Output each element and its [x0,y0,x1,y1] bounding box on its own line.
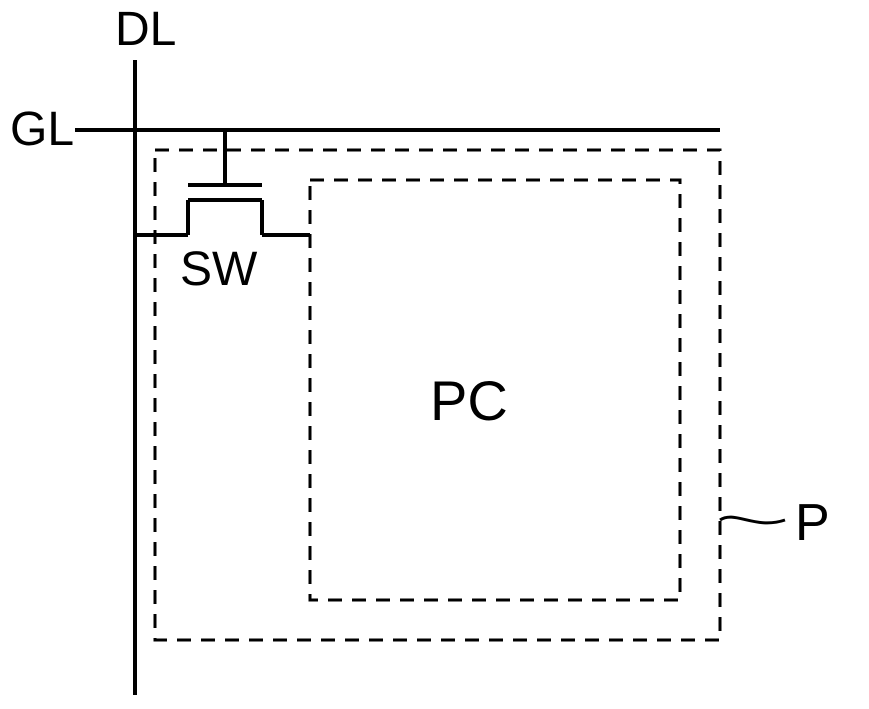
label-gl: GL [10,103,74,156]
label-p: P [795,494,830,552]
label-pc: PC [430,369,508,432]
label-dl: DL [115,3,176,56]
label-sw: SW [180,243,258,296]
circuit-diagram: DL GL SW PC P [0,0,869,709]
transistor-sw [135,130,310,235]
leader-p [720,517,785,523]
